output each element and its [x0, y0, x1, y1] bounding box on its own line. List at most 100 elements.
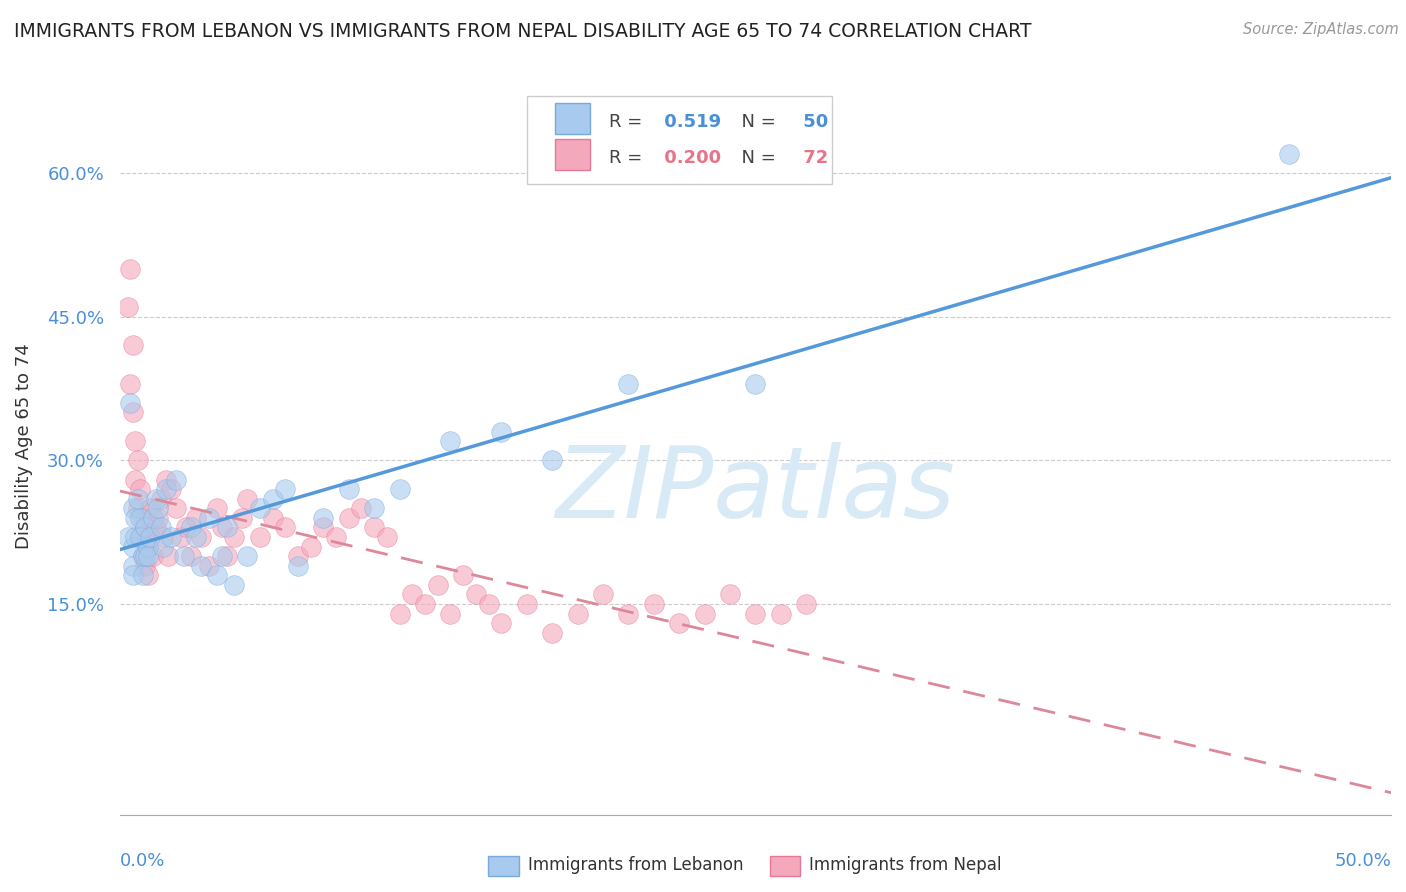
- Point: [491, 616, 513, 631]
- Point: [426, 578, 449, 592]
- Point: [205, 501, 228, 516]
- Point: [142, 549, 165, 563]
- Point: [124, 473, 146, 487]
- Point: [794, 597, 817, 611]
- Point: [121, 540, 143, 554]
- Point: [668, 616, 690, 631]
- Point: [744, 376, 766, 391]
- Point: [375, 530, 398, 544]
- Point: [541, 453, 564, 467]
- Point: [121, 405, 143, 419]
- Point: [136, 540, 159, 554]
- Point: [117, 300, 139, 314]
- Point: [211, 549, 233, 563]
- Point: [464, 587, 486, 601]
- Point: [439, 434, 461, 449]
- Point: [769, 607, 792, 621]
- Point: [236, 549, 259, 563]
- Point: [198, 558, 221, 573]
- Point: [129, 482, 152, 496]
- Point: [567, 607, 589, 621]
- Point: [132, 549, 155, 563]
- Point: [136, 540, 159, 554]
- Point: [165, 473, 187, 487]
- Point: [215, 549, 238, 563]
- Point: [224, 530, 246, 544]
- Point: [142, 510, 165, 524]
- Point: [145, 491, 167, 506]
- Point: [121, 568, 143, 582]
- Point: [152, 530, 174, 544]
- Point: [120, 396, 142, 410]
- Point: [132, 549, 155, 563]
- Point: [617, 607, 640, 621]
- Point: [249, 530, 271, 544]
- Point: [127, 491, 149, 506]
- Text: N =: N =: [730, 113, 776, 131]
- Point: [190, 558, 212, 573]
- Point: [617, 376, 640, 391]
- Point: [312, 520, 335, 534]
- Point: [121, 558, 143, 573]
- Point: [231, 510, 253, 524]
- Point: [516, 597, 538, 611]
- Point: [129, 510, 152, 524]
- Point: [146, 501, 169, 516]
- Point: [744, 607, 766, 621]
- Point: [120, 376, 142, 391]
- Point: [155, 473, 177, 487]
- Point: [643, 597, 665, 611]
- Point: [262, 491, 284, 506]
- Point: [274, 482, 297, 496]
- Point: [249, 501, 271, 516]
- Text: 50: 50: [797, 113, 828, 131]
- Point: [165, 501, 187, 516]
- Point: [262, 510, 284, 524]
- Point: [127, 453, 149, 467]
- Text: 72: 72: [797, 149, 828, 167]
- Text: R =: R =: [609, 149, 643, 167]
- Point: [388, 607, 411, 621]
- Point: [120, 261, 142, 276]
- Point: [477, 597, 499, 611]
- Point: [134, 520, 156, 534]
- Point: [127, 501, 149, 516]
- Point: [170, 530, 193, 544]
- Point: [363, 501, 385, 516]
- Point: [287, 549, 309, 563]
- Point: [129, 530, 152, 544]
- Point: [152, 540, 174, 554]
- Point: [287, 558, 309, 573]
- Point: [134, 549, 156, 563]
- Point: [117, 530, 139, 544]
- Point: [337, 510, 360, 524]
- Point: [136, 568, 159, 582]
- Point: [132, 568, 155, 582]
- Point: [325, 530, 347, 544]
- Point: [121, 338, 143, 352]
- Text: 0.0%: 0.0%: [120, 852, 166, 870]
- Point: [388, 482, 411, 496]
- Point: [139, 530, 162, 544]
- Point: [337, 482, 360, 496]
- Point: [363, 520, 385, 534]
- Point: [134, 520, 156, 534]
- Point: [136, 549, 159, 563]
- Text: ZIPatlas: ZIPatlas: [555, 442, 956, 539]
- Point: [180, 520, 202, 534]
- Text: 50.0%: 50.0%: [1334, 852, 1391, 870]
- Point: [205, 568, 228, 582]
- Text: 0.519: 0.519: [658, 113, 721, 131]
- Point: [149, 491, 172, 506]
- FancyBboxPatch shape: [555, 103, 591, 134]
- Point: [236, 491, 259, 506]
- Point: [159, 530, 181, 544]
- Point: [174, 520, 197, 534]
- Point: [413, 597, 436, 611]
- Point: [134, 558, 156, 573]
- Text: 0.200: 0.200: [658, 149, 721, 167]
- Point: [186, 530, 208, 544]
- Point: [190, 530, 212, 544]
- Point: [491, 425, 513, 439]
- Point: [124, 510, 146, 524]
